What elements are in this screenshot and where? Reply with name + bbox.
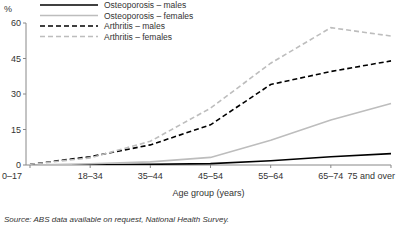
legend-swatch	[40, 15, 98, 17]
legend-label: Arthritis – females	[104, 32, 172, 42]
source-note: Source: ABS data available on request, N…	[4, 215, 229, 224]
y-tick-label: 0	[16, 160, 21, 170]
series-line	[30, 28, 391, 165]
legend-label: Arthritis – males	[104, 21, 165, 31]
x-tick-label: 18–34	[78, 171, 103, 181]
series-line	[30, 61, 391, 164]
plot-lines	[30, 28, 391, 165]
x-tick	[330, 165, 331, 168]
x-tick-label: 75 and over	[347, 171, 395, 181]
y-tick-label: 45	[11, 54, 21, 64]
x-tick	[270, 165, 271, 168]
x-tick	[391, 165, 392, 168]
x-tick	[30, 165, 31, 168]
y-axis-label: %	[4, 4, 12, 14]
x-tick	[90, 165, 91, 168]
y-tick	[23, 58, 26, 59]
legend-label: Osteoporosis – females	[104, 11, 193, 21]
x-tick	[210, 165, 211, 168]
legend-swatch	[40, 4, 98, 6]
x-axis-label: Age group (years)	[172, 188, 244, 198]
legend-swatch	[40, 25, 98, 27]
y-tick	[23, 129, 26, 130]
y-tick	[23, 94, 26, 95]
chart: 0 15 30 45 60% 0–17 18–34 35–44 45–54 55–64 65–74 7…	[0, 0, 397, 227]
y-tick	[23, 165, 26, 166]
y-tick	[23, 23, 26, 24]
y-tick-label: 30	[11, 89, 21, 99]
y-tick-label: 15	[11, 125, 21, 135]
x-tick-label: 65–74	[318, 171, 343, 181]
x-tick	[150, 165, 151, 168]
x-tick-label: 0–17	[2, 171, 22, 181]
legend-label: Osteoporosis – males	[104, 0, 186, 10]
x-tick-label: 35–44	[138, 171, 163, 181]
y-tick-label: 60	[11, 18, 21, 28]
x-tick-label: 45–54	[198, 171, 223, 181]
series-line	[30, 104, 391, 166]
legend-swatch	[40, 36, 98, 38]
x-tick-label: 55–64	[258, 171, 283, 181]
